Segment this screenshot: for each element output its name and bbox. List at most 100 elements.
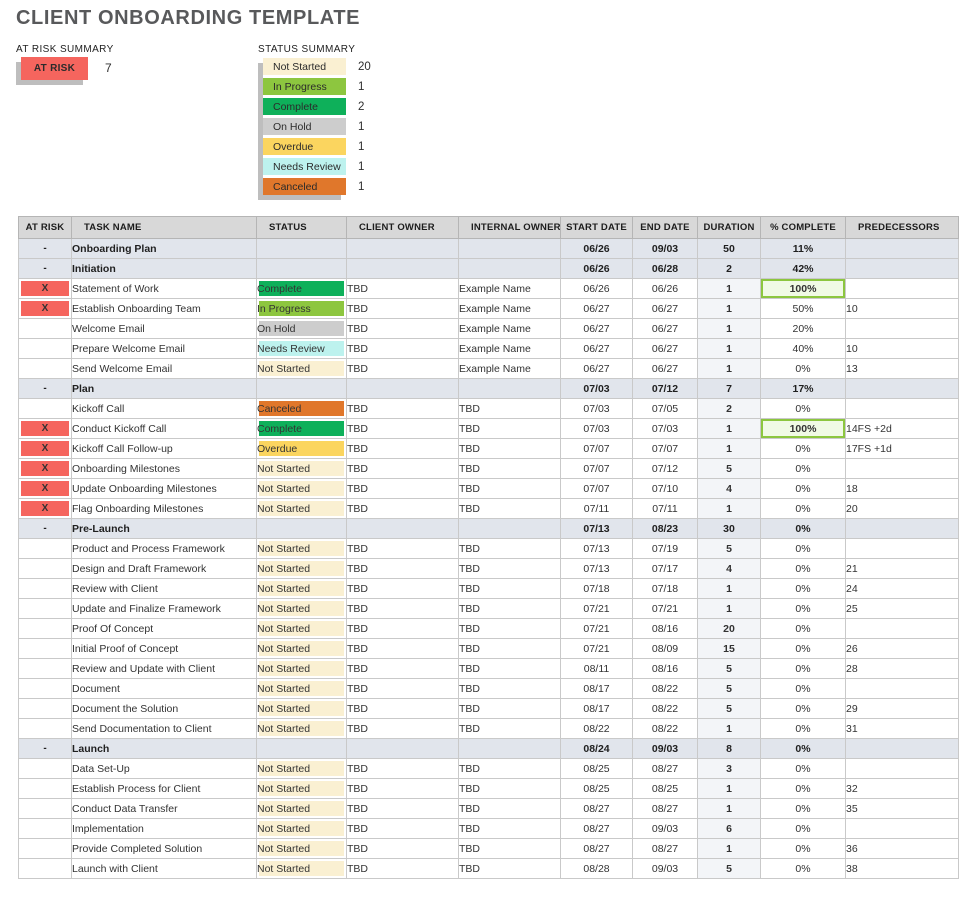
client-owner-cell[interactable]: TBD bbox=[346, 858, 459, 879]
pct-complete-cell[interactable]: 11% bbox=[760, 238, 846, 259]
client-owner-cell[interactable]: TBD bbox=[346, 818, 459, 839]
end-date-cell[interactable]: 06/27 bbox=[632, 338, 698, 359]
end-date-cell[interactable]: 07/12 bbox=[632, 378, 698, 399]
client-owner-cell[interactable]: TBD bbox=[346, 318, 459, 339]
end-date-cell[interactable]: 08/16 bbox=[632, 658, 698, 679]
status-summary-chip[interactable]: Needs Review bbox=[263, 158, 346, 175]
end-date-cell[interactable]: 06/27 bbox=[632, 318, 698, 339]
duration-cell[interactable]: 3 bbox=[697, 758, 761, 779]
client-owner-cell[interactable]: TBD bbox=[346, 398, 459, 419]
duration-cell[interactable]: 4 bbox=[697, 478, 761, 499]
task-name-cell[interactable]: Establish Process for Client bbox=[71, 778, 257, 799]
predecessors-cell[interactable] bbox=[845, 518, 959, 539]
predecessors-cell[interactable] bbox=[845, 538, 959, 559]
internal-owner-cell[interactable]: TBD bbox=[458, 838, 561, 859]
status-cell[interactable]: On Hold bbox=[256, 318, 347, 339]
start-date-cell[interactable]: 07/07 bbox=[560, 438, 633, 459]
end-date-cell[interactable]: 08/27 bbox=[632, 758, 698, 779]
predecessors-cell[interactable] bbox=[845, 618, 959, 639]
pct-complete-cell[interactable]: 20% bbox=[760, 318, 846, 339]
task-name-cell[interactable]: Proof Of Concept bbox=[71, 618, 257, 639]
client-owner-cell[interactable]: TBD bbox=[346, 418, 459, 439]
status-cell[interactable]: Not Started bbox=[256, 798, 347, 819]
start-date-cell[interactable]: 08/27 bbox=[560, 798, 633, 819]
status-summary-chip[interactable]: Canceled bbox=[263, 178, 346, 195]
status-summary-chip[interactable]: On Hold bbox=[263, 118, 346, 135]
internal-owner-cell[interactable]: TBD bbox=[458, 578, 561, 599]
status-cell[interactable]: Not Started bbox=[256, 598, 347, 619]
status-cell[interactable]: Not Started bbox=[256, 658, 347, 679]
at-risk-cell[interactable] bbox=[18, 578, 72, 599]
start-date-cell[interactable]: 07/11 bbox=[560, 498, 633, 519]
predecessors-cell[interactable] bbox=[845, 678, 959, 699]
end-date-cell[interactable]: 07/19 bbox=[632, 538, 698, 559]
status-cell[interactable]: Not Started bbox=[256, 458, 347, 479]
internal-owner-cell[interactable]: TBD bbox=[458, 858, 561, 879]
at-risk-cell[interactable] bbox=[18, 638, 72, 659]
pct-complete-cell[interactable]: 0% bbox=[760, 618, 846, 639]
start-date-cell[interactable]: 06/26 bbox=[560, 238, 633, 259]
task-name-cell[interactable]: Prepare Welcome Email bbox=[71, 338, 257, 359]
at-risk-cell[interactable] bbox=[18, 678, 72, 699]
client-owner-cell[interactable]: TBD bbox=[346, 758, 459, 779]
at-risk-flag-cell[interactable]: X bbox=[18, 498, 72, 519]
duration-cell[interactable]: 5 bbox=[697, 858, 761, 879]
pct-complete-cell[interactable]: 0% bbox=[760, 718, 846, 739]
internal-owner-cell[interactable]: TBD bbox=[458, 658, 561, 679]
start-date-cell[interactable]: 06/27 bbox=[560, 358, 633, 379]
at-risk-flag-cell[interactable]: X bbox=[18, 298, 72, 319]
predecessors-cell[interactable]: 10 bbox=[845, 298, 959, 319]
pct-complete-cell[interactable]: 0% bbox=[760, 558, 846, 579]
client-owner-cell[interactable]: TBD bbox=[346, 698, 459, 719]
predecessors-cell[interactable] bbox=[845, 318, 959, 339]
predecessors-cell[interactable]: 35 bbox=[845, 798, 959, 819]
internal-owner-cell[interactable] bbox=[458, 378, 561, 399]
at-risk-cell[interactable] bbox=[18, 698, 72, 719]
client-owner-cell[interactable]: TBD bbox=[346, 718, 459, 739]
internal-owner-cell[interactable]: TBD bbox=[458, 598, 561, 619]
end-date-cell[interactable]: 09/03 bbox=[632, 858, 698, 879]
end-date-cell[interactable]: 06/28 bbox=[632, 258, 698, 279]
at-risk-flag-cell[interactable]: X bbox=[18, 418, 72, 439]
at-risk-cell[interactable] bbox=[18, 858, 72, 879]
start-date-cell[interactable]: 07/13 bbox=[560, 518, 633, 539]
duration-cell[interactable]: 1 bbox=[697, 778, 761, 799]
status-cell[interactable]: Not Started bbox=[256, 778, 347, 799]
status-cell[interactable]: Complete bbox=[256, 418, 347, 439]
duration-cell[interactable]: 6 bbox=[697, 818, 761, 839]
status-cell[interactable]: Not Started bbox=[256, 858, 347, 879]
duration-cell[interactable]: 1 bbox=[697, 418, 761, 439]
duration-cell[interactable]: 1 bbox=[697, 498, 761, 519]
duration-cell[interactable]: 5 bbox=[697, 698, 761, 719]
end-date-cell[interactable]: 07/10 bbox=[632, 478, 698, 499]
client-owner-cell[interactable] bbox=[346, 258, 459, 279]
internal-owner-cell[interactable] bbox=[458, 238, 561, 259]
client-owner-cell[interactable]: TBD bbox=[346, 838, 459, 859]
status-cell[interactable] bbox=[256, 738, 347, 759]
client-owner-cell[interactable] bbox=[346, 518, 459, 539]
internal-owner-cell[interactable]: TBD bbox=[458, 718, 561, 739]
pct-complete-cell[interactable]: 0% bbox=[760, 758, 846, 779]
pct-complete-cell[interactable]: 100% bbox=[760, 278, 846, 299]
internal-owner-cell[interactable]: TBD bbox=[458, 818, 561, 839]
at-risk-cell[interactable] bbox=[18, 398, 72, 419]
task-name-cell[interactable]: Document bbox=[71, 678, 257, 699]
internal-owner-cell[interactable]: TBD bbox=[458, 438, 561, 459]
client-owner-cell[interactable]: TBD bbox=[346, 478, 459, 499]
task-name-cell[interactable]: Establish Onboarding Team bbox=[71, 298, 257, 319]
internal-owner-cell[interactable]: Example Name bbox=[458, 278, 561, 299]
task-name-cell[interactable]: Review and Update with Client bbox=[71, 658, 257, 679]
client-owner-cell[interactable]: TBD bbox=[346, 798, 459, 819]
start-date-cell[interactable]: 08/17 bbox=[560, 698, 633, 719]
start-date-cell[interactable]: 07/21 bbox=[560, 618, 633, 639]
end-date-cell[interactable]: 08/22 bbox=[632, 678, 698, 699]
end-date-cell[interactable]: 08/22 bbox=[632, 698, 698, 719]
task-name-cell[interactable]: Product and Process Framework bbox=[71, 538, 257, 559]
predecessors-cell[interactable] bbox=[845, 238, 959, 259]
status-summary-chip[interactable]: Overdue bbox=[263, 138, 346, 155]
predecessors-cell[interactable] bbox=[845, 818, 959, 839]
status-cell[interactable] bbox=[256, 238, 347, 259]
at-risk-cell[interactable]: - bbox=[18, 518, 72, 539]
start-date-cell[interactable]: 07/21 bbox=[560, 598, 633, 619]
start-date-cell[interactable]: 06/27 bbox=[560, 338, 633, 359]
